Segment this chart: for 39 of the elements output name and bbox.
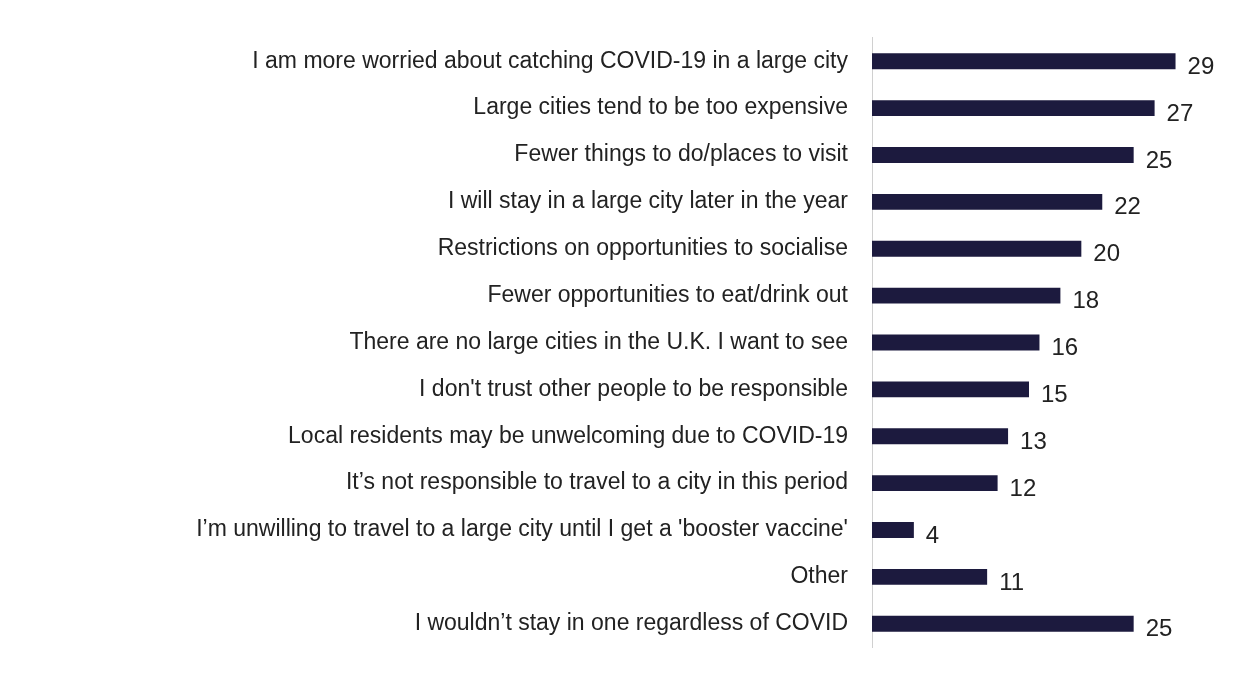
data-label: 22 [1114,192,1141,220]
data-label: 29 [1187,51,1215,79]
data-label: 25 [1145,145,1173,173]
y-tick-label: Fewer opportunities to eat/drink out [487,280,849,307]
bar [872,615,1134,632]
data-label: 20 [1093,239,1121,267]
bar [872,568,988,585]
bar [872,193,1103,210]
data-label: 16 [1051,333,1079,361]
y-tick-label: There are no large cities in the U.K. I want to see [349,327,848,354]
data-label: 4 [925,520,940,548]
y-tick-label: I’m unwilling to travel to a large city until I get a 'booster vaccine' [196,515,848,542]
y-tick-label: Restrictions on opportunities to socialise [437,234,848,261]
y-tick-label: Other [790,562,849,589]
y-tick-label: It’s not responsible to travel to a city in this period [345,468,848,495]
bar [872,428,1009,445]
y-tick-label: Local residents may be unwelcoming due to COVID-19 [288,421,848,448]
bar [872,240,1082,257]
data-label: 11 [999,567,1025,595]
y-tick-label: I am more worried about catching COVID-19 in a large city [252,46,849,73]
bar [872,381,1029,398]
bar [872,53,1176,70]
data-label: 18 [1072,286,1100,314]
bar [872,287,1061,304]
bar [872,522,914,538]
bar [872,147,1134,163]
y-tick-label: I don't trust other people to be responsible [419,374,848,401]
data-label: 15 [1041,380,1068,407]
data-label: 25 [1145,614,1173,642]
bar [872,334,1040,351]
y-tick-label: I wouldn’t stay in one regardless of COVID [414,609,848,636]
y-tick-label: I will stay in a large city later in the year [447,187,849,214]
y-tick-label: Fewer things to do/places to visit [514,140,849,167]
y-tick-label: Large cities tend to be too expensive [473,93,848,120]
data-label: 13 [1020,426,1047,454]
data-label: 27 [1166,98,1194,126]
bar [872,475,998,492]
bar [872,100,1155,117]
data-label: 12 [1009,473,1037,501]
